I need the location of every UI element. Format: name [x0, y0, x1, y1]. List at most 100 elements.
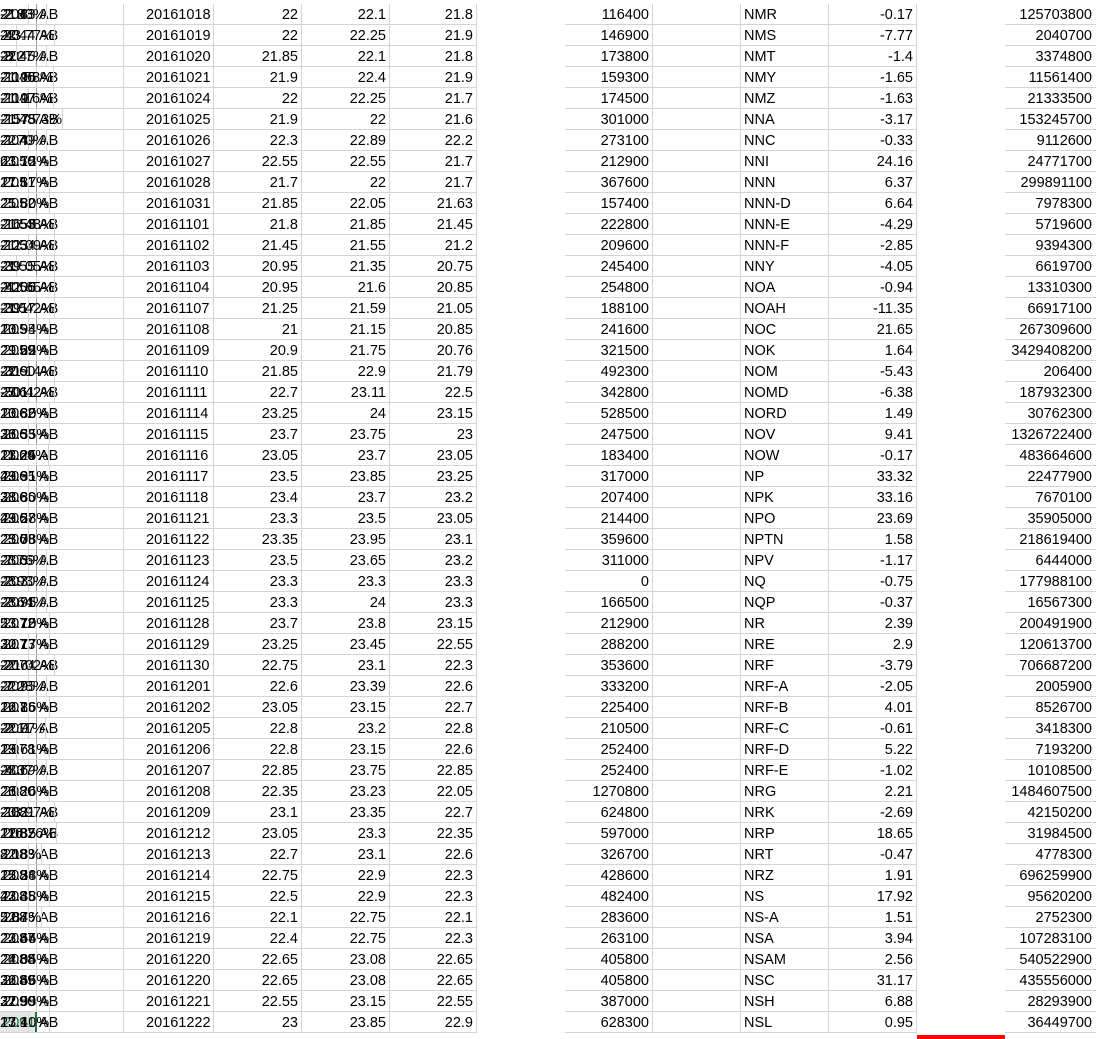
symbol-cell[interactable]: NOC: [741, 319, 829, 340]
total-volume-cell[interactable]: 125703800: [1005, 4, 1096, 25]
empty-cell[interactable]: [653, 739, 741, 760]
volume-cell[interactable]: 252400: [565, 739, 653, 760]
percent-change-cell[interactable]: 5.87%: [0, 907, 43, 928]
total-volume-cell[interactable]: 1326722400: [1005, 424, 1096, 445]
change-cell[interactable]: -2.69: [829, 802, 917, 823]
date-cell[interactable]: 20161206: [124, 739, 214, 760]
high-cell[interactable]: 22: [302, 172, 390, 193]
low-cell[interactable]: 23.15: [390, 613, 477, 634]
date-cell[interactable]: 20161028: [124, 172, 214, 193]
percent-change-cell[interactable]: -21.02%: [0, 655, 56, 676]
change-cell[interactable]: -1.65: [829, 67, 917, 88]
ticker-cell[interactable]: AB: [37, 130, 124, 151]
open-cell[interactable]: 22.1: [214, 907, 302, 928]
symbol-cell[interactable]: NOW: [741, 445, 829, 466]
low-cell[interactable]: 20.85: [390, 277, 477, 298]
low-cell[interactable]: 20.85: [390, 319, 477, 340]
change-cell[interactable]: 0.95: [829, 1012, 917, 1033]
total-volume-cell[interactable]: 9112600: [1005, 130, 1096, 151]
high-cell[interactable]: 21.85: [302, 214, 390, 235]
date-cell[interactable]: 20161214: [124, 865, 214, 886]
total-volume-cell[interactable]: 2040700: [1005, 25, 1096, 46]
ticker-cell[interactable]: AB: [37, 361, 124, 382]
total-volume-cell[interactable]: 5719600: [1005, 214, 1096, 235]
volume-cell[interactable]: 212900: [565, 613, 653, 634]
open-cell[interactable]: 22.7: [214, 844, 302, 865]
volume-cell[interactable]: 157400: [565, 193, 653, 214]
high-cell[interactable]: 23.85: [302, 1012, 390, 1033]
volume-cell[interactable]: 0: [565, 571, 653, 592]
change-cell[interactable]: -2.05: [829, 676, 917, 697]
symbol-cell[interactable]: NSC: [741, 970, 829, 991]
symbol-cell[interactable]: NNN: [741, 172, 829, 193]
total-volume-cell[interactable]: 267309600: [1005, 319, 1096, 340]
low-cell[interactable]: 22.55: [390, 634, 477, 655]
high-cell[interactable]: 22.05: [302, 193, 390, 214]
percent-change-cell[interactable]: -2.11%: [0, 718, 46, 739]
ticker-cell[interactable]: AB: [37, 634, 124, 655]
ticker-cell[interactable]: AB: [37, 277, 124, 298]
percent-change-cell[interactable]: 17.17%: [0, 172, 51, 193]
low-cell[interactable]: 22.6: [390, 844, 477, 865]
open-cell[interactable]: 22.8: [214, 739, 302, 760]
low-cell[interactable]: 23: [390, 424, 477, 445]
high-cell[interactable]: 23.7: [302, 445, 390, 466]
row-header[interactable]: 2074: [0, 655, 37, 676]
open-cell[interactable]: 23.4: [214, 487, 302, 508]
date-cell[interactable]: 20161109: [124, 340, 214, 361]
date-cell[interactable]: 20161031: [124, 193, 214, 214]
empty-cell[interactable]: [653, 781, 741, 802]
empty-cell[interactable]: [653, 760, 741, 781]
ticker-cell[interactable]: AB: [37, 907, 124, 928]
empty-cell[interactable]: [653, 718, 741, 739]
percent-change-cell[interactable]: 25.08%: [0, 529, 51, 550]
change-cell[interactable]: 24.16: [829, 151, 917, 172]
low-cell[interactable]: 22.65: [390, 949, 477, 970]
percent-change-cell[interactable]: 26.26%: [0, 781, 51, 802]
low-cell[interactable]: 21.7: [390, 88, 477, 109]
empty-cell[interactable]: [653, 550, 741, 571]
date-cell[interactable]: 20161219: [124, 928, 214, 949]
low-cell[interactable]: 22.6: [390, 676, 477, 697]
empty-cell[interactable]: [653, 424, 741, 445]
date-cell[interactable]: 20161201: [124, 676, 214, 697]
low-cell[interactable]: 22.35: [390, 823, 477, 844]
symbol-cell[interactable]: NSAM: [741, 949, 829, 970]
symbol-cell[interactable]: NQP: [741, 592, 829, 613]
high-cell[interactable]: 23.95: [302, 529, 390, 550]
volume-cell[interactable]: 212900: [565, 151, 653, 172]
high-cell[interactable]: 23.85: [302, 466, 390, 487]
change-cell[interactable]: 9.41: [829, 424, 917, 445]
total-volume-cell[interactable]: 706687200: [1005, 655, 1096, 676]
open-cell[interactable]: 21.85: [214, 361, 302, 382]
date-cell[interactable]: 20161129: [124, 634, 214, 655]
date-cell[interactable]: 20161118: [124, 487, 214, 508]
date-cell[interactable]: 20161220: [124, 949, 214, 970]
ticker-cell[interactable]: AB: [37, 823, 124, 844]
symbol-cell[interactable]: NORD: [741, 403, 829, 424]
change-cell[interactable]: -1.02: [829, 760, 917, 781]
empty-cell[interactable]: [653, 991, 741, 1012]
open-cell[interactable]: 21.7: [214, 172, 302, 193]
low-cell[interactable]: 20.75: [390, 256, 477, 277]
low-cell[interactable]: 22.3: [390, 655, 477, 676]
row-header[interactable]: 2058: [0, 319, 37, 340]
row-header[interactable]: 2045: [0, 46, 37, 67]
open-cell[interactable]: 23.5: [214, 550, 302, 571]
low-cell[interactable]: 23.1: [390, 529, 477, 550]
percent-change-cell[interactable]: 53.70%: [0, 613, 51, 634]
open-cell[interactable]: 21.9: [214, 67, 302, 88]
empty-cell[interactable]: [653, 319, 741, 340]
total-volume-cell[interactable]: 8526700: [1005, 697, 1096, 718]
percent-change-cell[interactable]: -8.27%: [0, 46, 47, 67]
date-cell[interactable]: 20161125: [124, 592, 214, 613]
symbol-cell[interactable]: NPO: [741, 508, 829, 529]
total-volume-cell[interactable]: 3429408200: [1005, 340, 1096, 361]
empty-cell[interactable]: [653, 151, 741, 172]
low-cell[interactable]: 21.9: [390, 67, 477, 88]
percent-change-cell[interactable]: 49.28%: [0, 508, 51, 529]
open-cell[interactable]: 22.85: [214, 760, 302, 781]
total-volume-cell[interactable]: 22477900: [1005, 466, 1096, 487]
empty-cell[interactable]: [653, 193, 741, 214]
empty-cell[interactable]: [653, 340, 741, 361]
